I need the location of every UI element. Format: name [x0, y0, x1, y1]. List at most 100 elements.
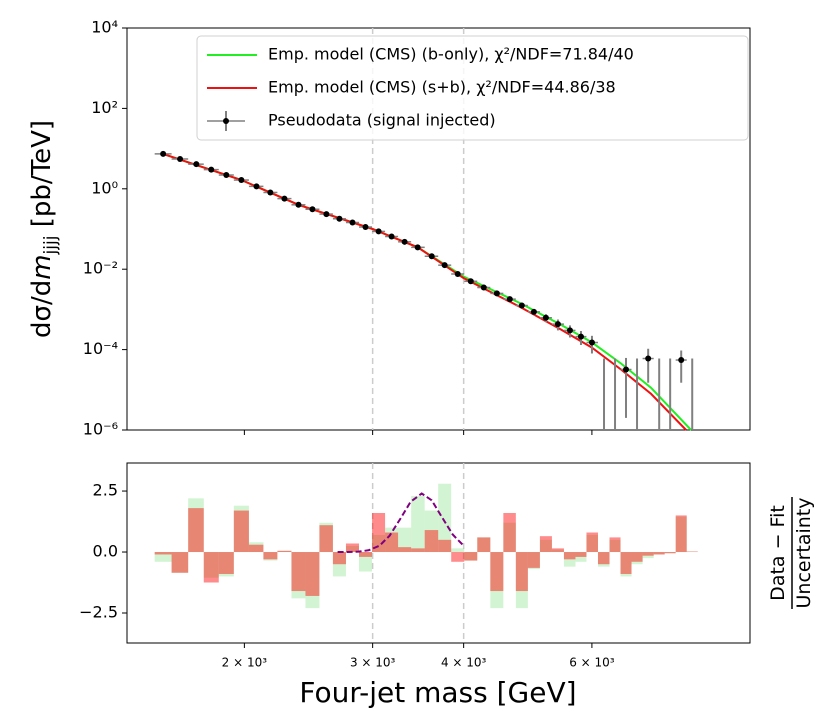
- residual-bar: [575, 552, 587, 562]
- residual-bar: [464, 552, 478, 561]
- residual-bar: [490, 552, 504, 609]
- residual-bar: [664, 552, 676, 554]
- residual-bar: [586, 532, 598, 553]
- residual-bar: [539, 539, 552, 553]
- y-label-part: m: [27, 254, 57, 279]
- residual-bar: [451, 548, 465, 553]
- data-point: [267, 189, 274, 196]
- x-axis-label: Four-jet mass [GeV]: [299, 676, 576, 709]
- residual-bar: [154, 552, 172, 555]
- residual-bar: [515, 552, 528, 609]
- x-tick-label: 3 × 10³: [350, 656, 396, 670]
- residual-bar: [263, 552, 278, 561]
- y-label-part: dσ/d: [27, 280, 57, 338]
- data-point: [467, 278, 474, 285]
- residual-bar: [424, 510, 439, 553]
- residual-bar: [359, 552, 373, 557]
- residual-bar: [477, 537, 491, 553]
- y-tick-label: 10⁰: [91, 178, 118, 197]
- residual-bar: [620, 552, 632, 574]
- data-point: [588, 339, 595, 346]
- residual-bar: [664, 552, 676, 554]
- residual-bar: [620, 552, 632, 577]
- signal-curve: [337, 492, 465, 553]
- residual-bar: [609, 537, 621, 553]
- residual-bar: [527, 552, 540, 570]
- residual-bar: [675, 515, 687, 553]
- residual-bar: [464, 552, 478, 561]
- residual-bar: [631, 552, 643, 565]
- residual-bar: [248, 542, 264, 553]
- data-point: [208, 166, 215, 173]
- residual-bar: [424, 530, 439, 553]
- residual-y-label: Data − Fit Uncertainty: [767, 497, 815, 609]
- data-point: [577, 333, 584, 340]
- data-point: [530, 308, 537, 315]
- residual-bar: [438, 539, 452, 553]
- residual-bar: [233, 510, 249, 553]
- y-tick-label: −2.5: [79, 603, 118, 622]
- data-point: [349, 219, 356, 226]
- residual-bar: [575, 552, 587, 557]
- y-tick-label: 10²: [91, 98, 118, 117]
- residual-bar: [642, 552, 654, 556]
- bottom-frame: [126, 462, 751, 644]
- data-point: [542, 314, 549, 321]
- data-point: [160, 150, 167, 157]
- residual-bar: [277, 550, 292, 553]
- residual-bar: [515, 552, 528, 592]
- y-label-numerator: Data − Fit: [767, 505, 789, 601]
- residual-bar: [385, 527, 399, 553]
- data-point: [414, 244, 421, 251]
- residual-bar: [503, 522, 516, 553]
- data-point: [388, 233, 395, 240]
- residual-bar: [563, 552, 576, 560]
- y-tick-label: 10⁻⁶: [83, 420, 118, 439]
- residual-bar: [218, 552, 234, 574]
- legend-label: Emp. model (CMS) (s+b), χ²/NDF=44.86/38: [268, 78, 616, 97]
- data-point: [177, 156, 184, 163]
- data-point: [362, 224, 369, 231]
- data-point: [323, 211, 330, 218]
- y-label-part: jjjj: [41, 236, 61, 256]
- y-tick-label: 2.5: [93, 481, 118, 500]
- data-point: [193, 161, 200, 168]
- data-point: [309, 206, 316, 213]
- residual-bar: [332, 552, 346, 565]
- residual-bar: [203, 552, 219, 583]
- residual-bar: [203, 552, 219, 578]
- residual-bar: [451, 552, 465, 562]
- x-tick-label: 2 × 10³: [222, 656, 268, 670]
- residual-bar: [188, 508, 204, 553]
- y-label-denominator: Uncertainty: [793, 497, 815, 608]
- data-point: [238, 177, 245, 184]
- residual-bar: [597, 552, 610, 565]
- residual-bar: [398, 547, 412, 553]
- residual-bar: [171, 552, 189, 573]
- residual-bar: [332, 552, 346, 577]
- residual-bar: [248, 544, 264, 553]
- data-point: [493, 290, 500, 297]
- data-point: [295, 201, 302, 208]
- residual-bar: [675, 516, 687, 553]
- data-point: [623, 366, 630, 373]
- residual-bar: [411, 548, 425, 553]
- x-tick-label: 6 × 10³: [569, 656, 615, 670]
- data-point: [645, 355, 652, 362]
- residual-bar: [551, 549, 564, 553]
- residual-bar: [539, 536, 552, 553]
- residual-bar: [319, 525, 333, 553]
- data-point: [566, 327, 573, 334]
- residual-bar: [477, 537, 491, 553]
- residual-bar: [305, 552, 320, 609]
- residual-bar: [188, 498, 204, 553]
- legend-label: Emp. model (CMS) (b-only), χ²/NDF=71.84/…: [268, 45, 634, 64]
- residual-bar: [345, 543, 360, 553]
- data-point: [554, 321, 561, 328]
- residual-bar: [319, 522, 333, 553]
- residual-bar: [359, 552, 373, 572]
- data-point: [401, 238, 408, 245]
- y-label-part: [pb/TeV]: [27, 120, 57, 236]
- residual-bar: [277, 550, 292, 553]
